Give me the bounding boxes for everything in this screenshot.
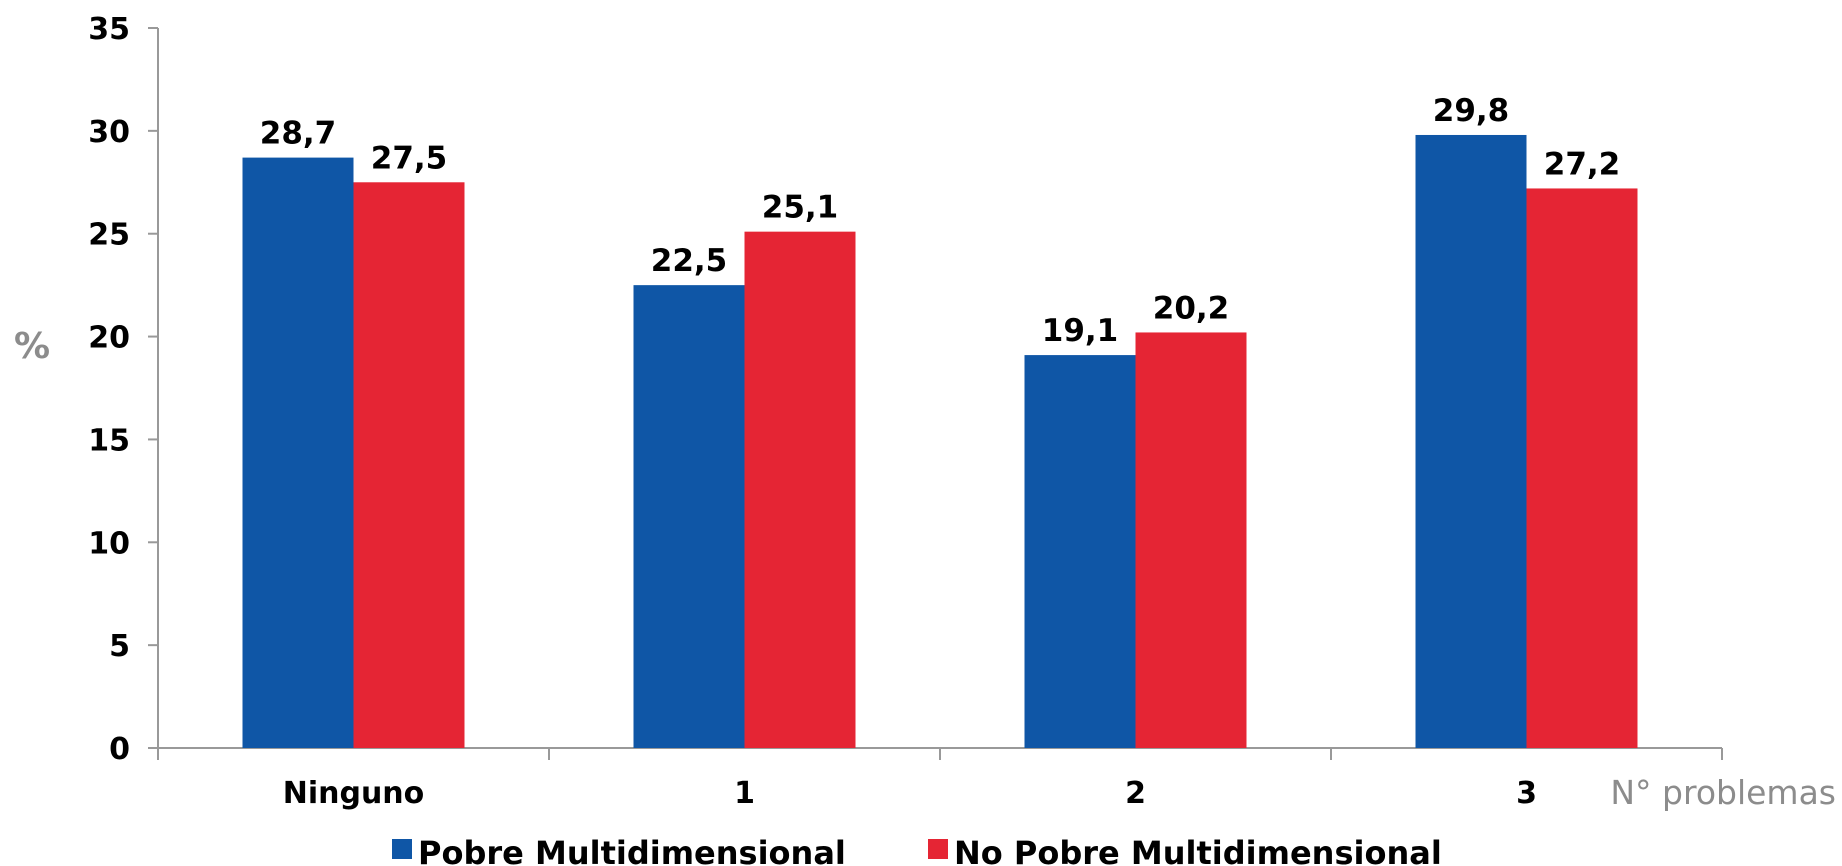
axes: 0 5 10 15 20 25 30 35 Ninguno 1 2 3 <box>88 12 1723 811</box>
data-label: 27,5 <box>371 140 448 176</box>
data-label: 25,1 <box>762 190 839 226</box>
category-label: Ninguno <box>283 776 425 811</box>
y-tick-label: 10 <box>88 526 130 561</box>
bar-pobre <box>1024 355 1136 748</box>
y-tick-label: 25 <box>88 218 130 253</box>
category-label: 1 <box>734 776 755 811</box>
data-label: 28,7 <box>260 116 337 152</box>
category-label: 3 <box>1516 776 1537 811</box>
legend-label: No Pobre Multidimensional <box>954 834 1442 866</box>
y-tick-label: 30 <box>88 115 130 150</box>
legend-label: Pobre Multidimensional <box>418 834 846 866</box>
bars <box>242 134 1638 749</box>
data-label: 22,5 <box>651 243 728 279</box>
data-labels: 28,7 22,5 19,1 29,8 27,5 25,1 20,2 27,2 <box>260 93 1621 349</box>
data-label: 29,8 <box>1433 93 1510 129</box>
y-tick-label: 20 <box>88 321 130 356</box>
bar-pobre <box>1415 134 1527 748</box>
bar-pobre <box>633 285 745 748</box>
legend: Pobre Multidimensional No Pobre Multidime… <box>392 834 1442 866</box>
data-label: 20,2 <box>1153 290 1230 326</box>
data-label: 19,1 <box>1042 313 1119 349</box>
bar-pobre <box>242 157 354 749</box>
y-tick-label: 15 <box>88 423 130 458</box>
bar-no-pobre <box>744 231 856 748</box>
data-label: 27,2 <box>1544 146 1621 182</box>
category-label: 2 <box>1125 776 1146 811</box>
bar-no-pobre <box>1135 332 1247 748</box>
bar-no-pobre <box>353 182 465 749</box>
bar-no-pobre <box>1526 188 1638 748</box>
legend-swatch <box>392 839 412 859</box>
y-tick-label: 5 <box>109 629 130 664</box>
x-axis-label: N° problemas <box>1610 773 1836 812</box>
y-axis-label: % <box>14 326 50 367</box>
y-tick-label: 0 <box>109 732 130 767</box>
y-tick-label: 35 <box>88 12 130 47</box>
legend-swatch <box>928 839 948 859</box>
